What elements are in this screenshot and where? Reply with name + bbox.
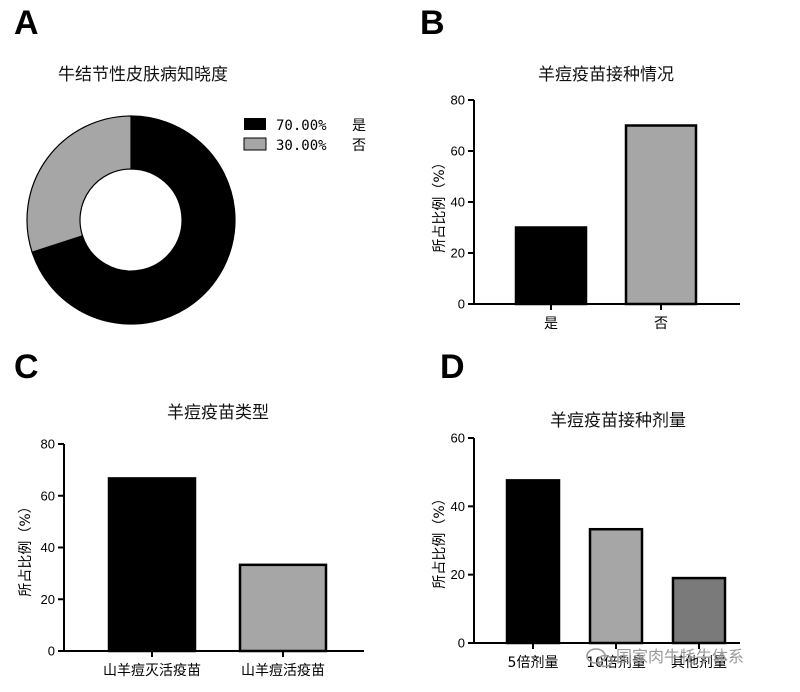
legend-swatch-no (243, 137, 267, 151)
y-tick-label: 60 (41, 488, 55, 503)
legend-label-no: 否 (352, 138, 366, 154)
y-tick-label: 60 (451, 144, 465, 159)
y-tick-label: 20 (451, 246, 465, 261)
y-tick-label: 0 (48, 644, 55, 659)
category-label: 山羊痘灭活疫苗 (103, 663, 201, 679)
watermark-text: 国家肉牛牦牛体系 (616, 647, 744, 666)
category-label: 否 (654, 316, 668, 332)
donut-slice-0 (31, 115, 236, 325)
legend-label-yes: 是 (352, 118, 366, 134)
y-tick-label: 0 (458, 297, 465, 312)
y-tick-label: 60 (451, 431, 465, 446)
bar-2 (671, 576, 727, 645)
y-tick-label: 20 (41, 592, 55, 607)
bar-chart-vaccine-type: 0 20 40 60 80 山羊痘灭活疫苗 山羊痘活疫苗 (41, 437, 364, 679)
y-tick-label: 40 (451, 195, 465, 210)
y-tick-label: 0 (458, 636, 465, 651)
panel-letter-b: B (420, 4, 445, 42)
watermark: 国家肉牛牦牛体系 (586, 647, 744, 668)
category-label: 山羊痘活疫苗 (241, 663, 325, 679)
legend-value-yes: 70.00% (276, 118, 327, 134)
chart-a-title: 牛结节性皮肤病知晓度 (58, 65, 228, 85)
donut-slice-1 (26, 115, 132, 253)
y-tick-label: 80 (451, 93, 465, 108)
bar-chart-vaccine-dose: 0 20 40 60 5倍剂量 10倍剂量 其他剂量 (451, 431, 740, 671)
legend-swatch-yes (244, 118, 266, 130)
bar-1 (238, 563, 328, 653)
bar-0 (514, 226, 588, 306)
category-label: 是 (544, 316, 558, 332)
wechat-icon (586, 648, 613, 668)
chart-b-title: 羊痘疫苗接种情况 (538, 65, 674, 85)
y-tick-label: 40 (451, 499, 465, 514)
chart-d-title: 羊痘疫苗接种剂量 (550, 411, 686, 431)
donut-legend: 70.00% 是 30.00% 否 (243, 118, 366, 154)
y-tick-label: 80 (41, 437, 55, 452)
chart-c-title: 羊痘疫苗类型 (167, 403, 269, 423)
bar-0 (107, 477, 197, 653)
category-label: 5倍剂量 (508, 655, 559, 671)
category-label: 其他剂量 (671, 655, 727, 671)
chart-d-ylabel: 所占比例（%） (432, 491, 448, 588)
panel-letter-a: A (14, 4, 39, 42)
chart-b-ylabel: 所占比例（%） (432, 155, 448, 252)
y-tick-label: 40 (41, 540, 55, 555)
category-label: 10倍剂量 (586, 655, 646, 671)
bar-1 (588, 527, 644, 645)
chart-c-ylabel: 所占比例（%） (18, 499, 34, 596)
panel-letter-d: D (440, 348, 465, 386)
bar-0 (505, 479, 561, 645)
legend-value-no: 30.00% (276, 138, 327, 154)
donut-chart (26, 115, 236, 325)
y-tick-label: 20 (451, 567, 465, 582)
bar-1 (624, 124, 698, 306)
panel-letter-c: C (14, 348, 39, 386)
bar-chart-vaccination-status: 0 20 40 60 80 是 否 (451, 93, 740, 332)
